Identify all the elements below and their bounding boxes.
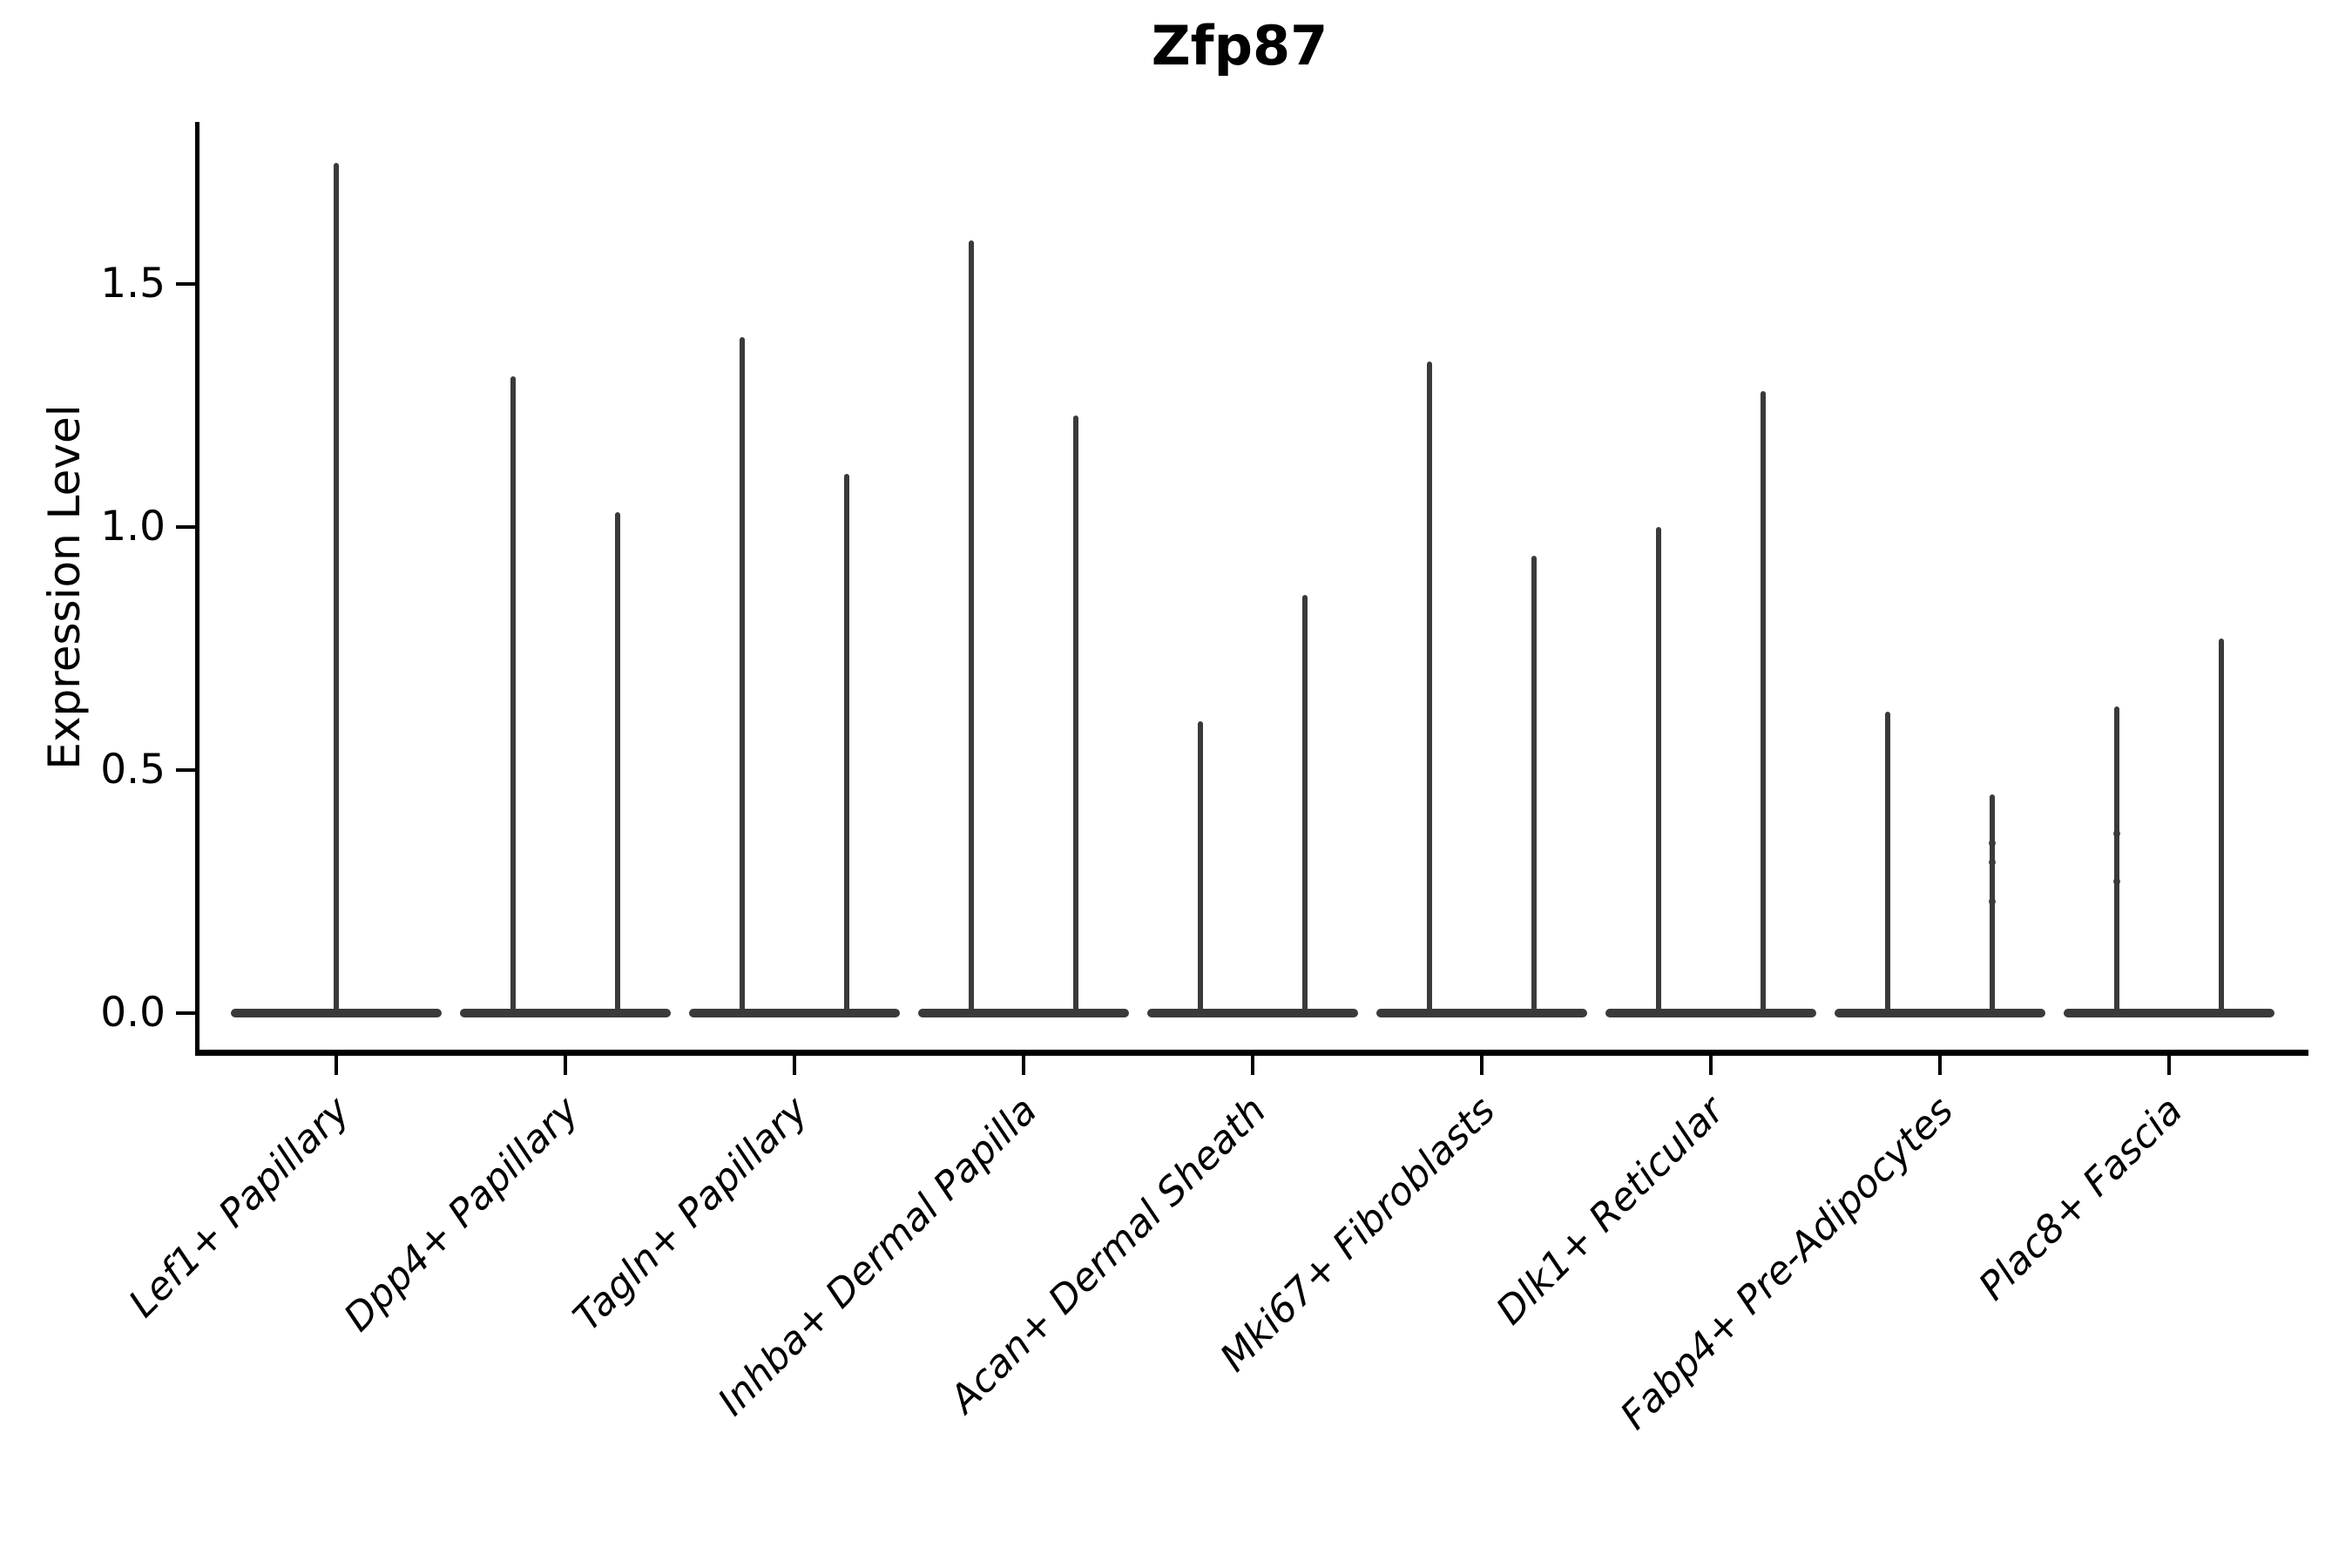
x-tick [1709,1056,1713,1075]
y-tick-label: 0.0 [100,989,166,1037]
y-tick [176,768,195,772]
x-tick-label: Fabp4+ Pre-Adipocytes [1612,1088,1963,1439]
x-tick [1022,1056,1025,1075]
violin-needle [844,473,849,1013]
x-axis-spine [195,1050,2308,1056]
violin-needle [510,376,516,1013]
violin-needle [2114,706,2119,1013]
violin-needle [334,162,339,1013]
violin-needle [1531,556,1537,1013]
cell-point [1989,897,1996,905]
x-tick [335,1056,338,1075]
violin-base [1605,1009,1816,1017]
violin-base [1376,1009,1587,1017]
y-tick [176,525,195,529]
violin-needle [740,337,745,1013]
cell-point [1989,839,1996,847]
chart-title: Zfp87 [1151,14,1328,78]
y-axis-label: Expression Level [39,404,90,770]
violin-base [231,1009,442,1017]
x-tick [564,1056,567,1075]
y-tick [176,282,195,286]
x-tick-label: Plac8+ Fascia [1970,1088,2192,1309]
x-tick-label: Dlk1+ Reticular [1487,1088,1734,1334]
x-tick [1251,1056,1254,1075]
violin-needle [1427,362,1432,1013]
violin-base [460,1009,671,1017]
violin-base [2064,1009,2274,1017]
violin-needle [2219,639,2224,1013]
x-tick-label: Mki67+ Fibroblasts [1212,1088,1504,1381]
violin-base [689,1009,900,1017]
violin-needle [1885,712,1890,1013]
cell-point [1989,859,1996,867]
x-tick [2167,1056,2171,1075]
x-tick-label: Tagln+ Papillary [564,1088,817,1341]
violin-needle [1198,721,1203,1013]
violin-base [1147,1009,1358,1017]
violin-needle [969,240,974,1013]
violin-needle [1656,527,1661,1013]
x-tick-label: Dpp4+ Papillary [335,1088,588,1341]
violin-needle [615,512,620,1013]
x-tick [1480,1056,1484,1075]
y-tick-label: 0.5 [100,746,166,794]
cell-point [2113,829,2120,837]
y-tick-label: 1.5 [100,260,166,308]
x-tick-label: Acan+ Dermal Sheath [941,1088,1275,1422]
violin-needle [1302,595,1308,1013]
cell-point [2113,878,2120,886]
x-tick [793,1056,796,1075]
violin-base [1835,1009,2045,1017]
y-tick [176,1011,195,1015]
violin-base [918,1009,1129,1017]
x-tick [1938,1056,1942,1075]
x-tick-label: Inhba+ Dermal Papilla [709,1088,1046,1425]
y-tick-label: 1.0 [100,503,166,551]
y-axis-spine [195,122,199,1056]
violin-needle [1761,390,1766,1013]
violin-needle [1073,415,1078,1013]
